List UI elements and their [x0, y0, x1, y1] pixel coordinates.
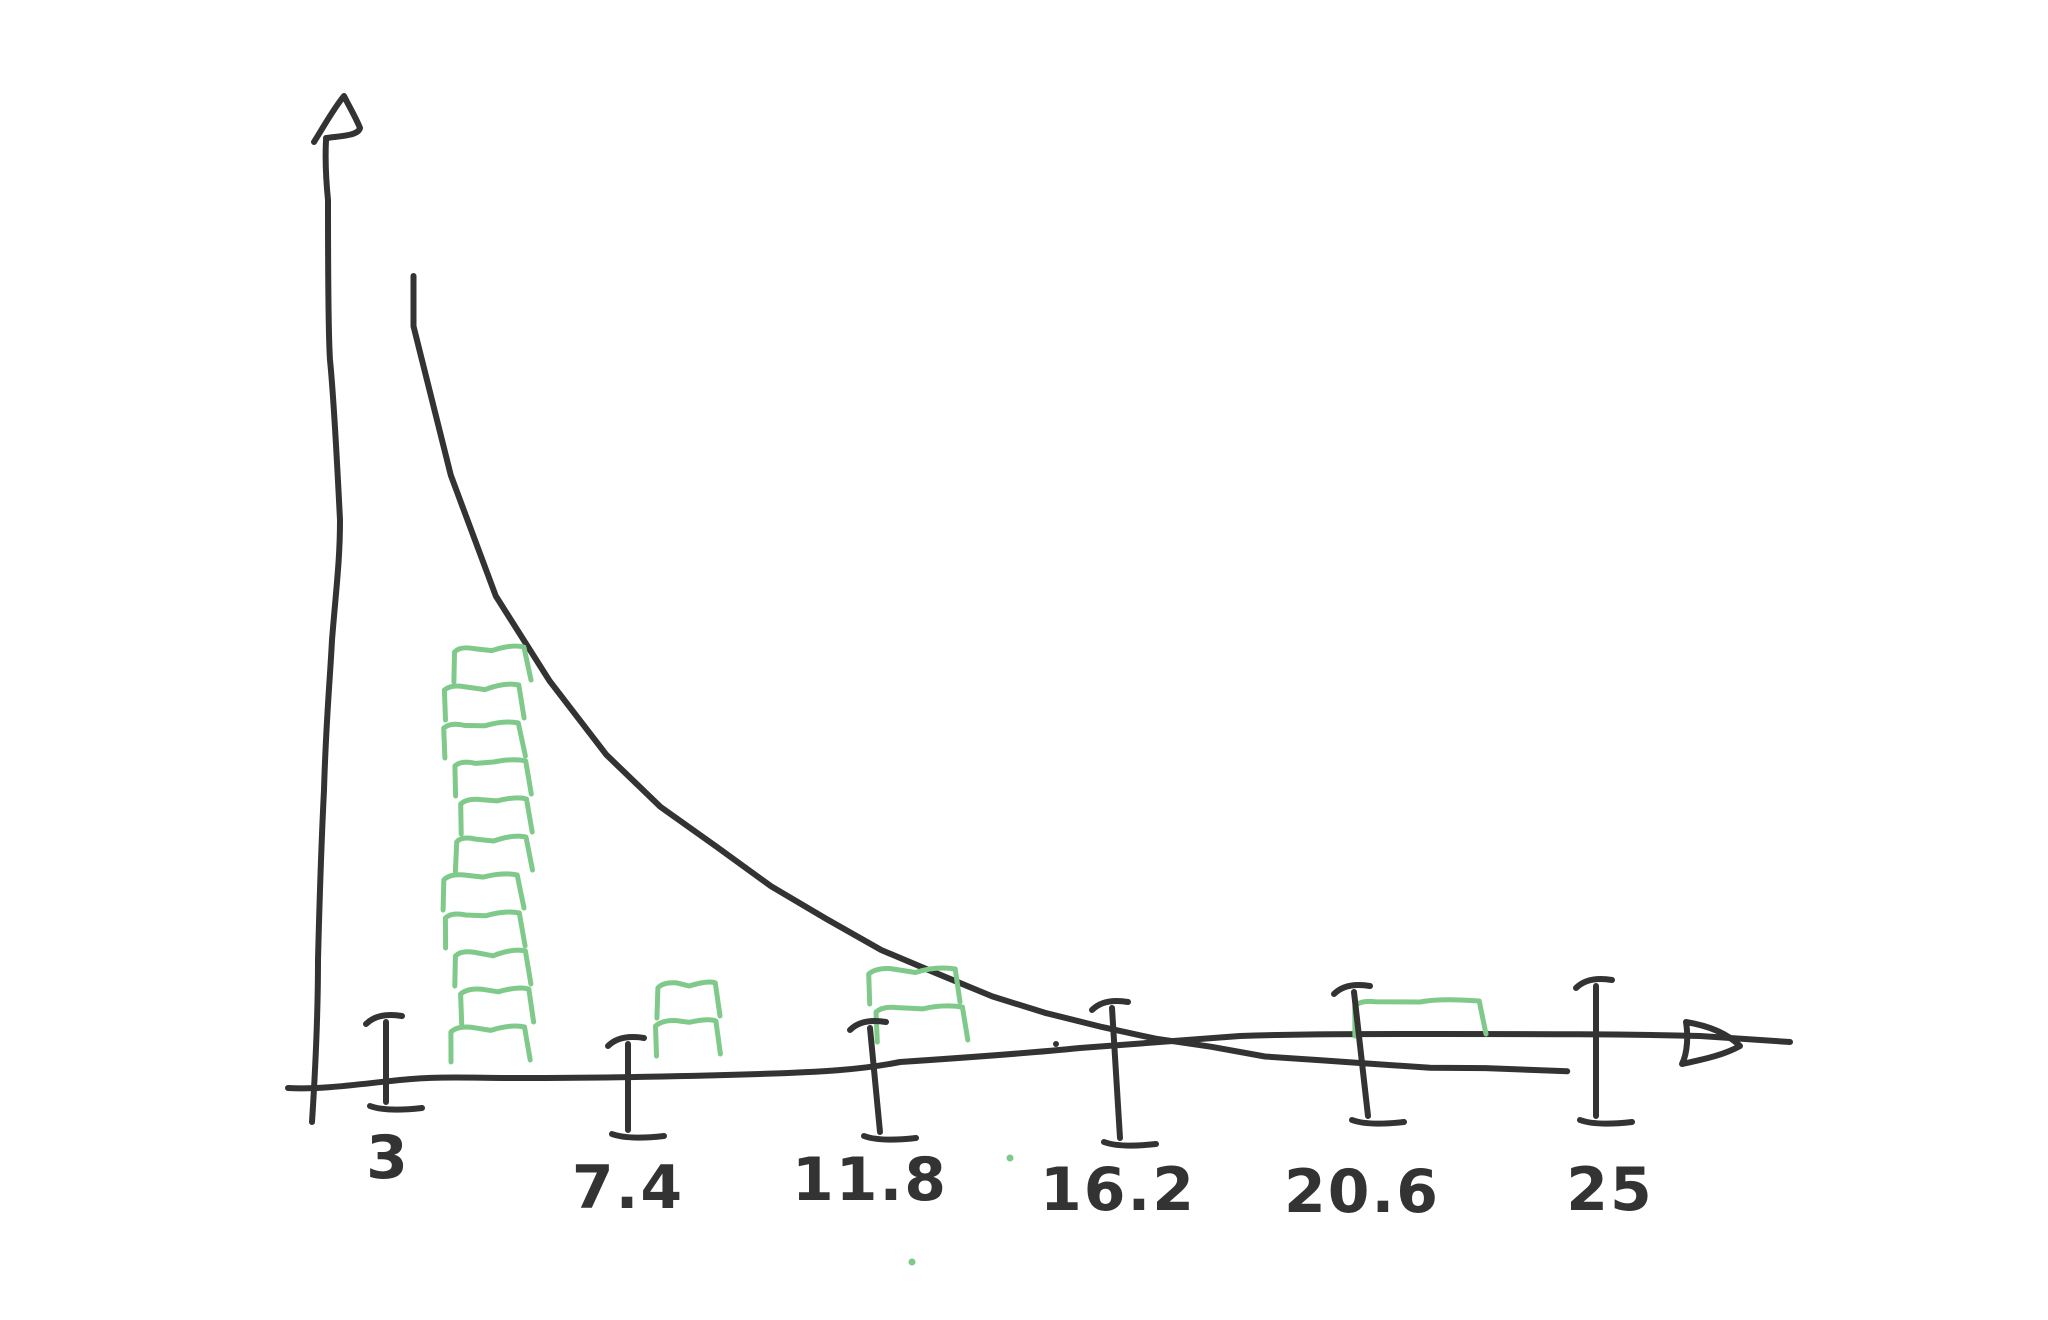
- stray-dots: [908, 1041, 1059, 1266]
- stray-dot: [1053, 1041, 1059, 1047]
- histogram-bars: [440, 643, 1489, 1065]
- tick-bracket: [847, 1018, 919, 1143]
- tick-brackets: [363, 976, 1635, 1149]
- bar-count-box: [458, 985, 537, 1027]
- bar-count-box: [448, 1023, 533, 1065]
- histogram-bar: [440, 643, 537, 1065]
- bar-count-box: [873, 1003, 971, 1045]
- histogram-bar: [1352, 997, 1489, 1039]
- x-axis-arrowhead: [1679, 1019, 1743, 1067]
- bar-count-box: [452, 947, 534, 989]
- bar-count-box: [452, 757, 534, 799]
- tick-labels: 3 7.4 11.8 16.2 20.6 25: [366, 1123, 1654, 1227]
- x-axis: [285, 1031, 1793, 1092]
- y-axis: [309, 137, 343, 1125]
- stray-dot: [1006, 1154, 1014, 1162]
- bar-count-box: [441, 719, 528, 761]
- histogram-bar: [653, 979, 723, 1059]
- x-tick-label: 16.2: [1040, 1155, 1196, 1225]
- tick-bracket: [1573, 976, 1635, 1127]
- x-tick-label: 20.6: [1284, 1157, 1440, 1227]
- bar-count-box: [452, 833, 535, 875]
- tick-bracket: [363, 1012, 425, 1113]
- tick-bracket: [605, 1034, 667, 1141]
- y-axis-arrowhead: [311, 93, 363, 145]
- x-tick-label: 7.4: [572, 1153, 684, 1223]
- bar-count-box: [440, 871, 527, 913]
- density-curve: [410, 273, 1571, 1075]
- bar-count-box: [442, 909, 528, 951]
- bar-count-box: [653, 1017, 723, 1059]
- bar-count-box: [866, 965, 963, 1007]
- bar-count-box: [441, 681, 527, 723]
- stray-dot: [908, 1258, 916, 1266]
- x-tick-label: 25: [1566, 1155, 1654, 1225]
- bar-count-box: [451, 643, 534, 685]
- bar-count-box: [654, 979, 723, 1021]
- histogram-bar: [866, 965, 971, 1045]
- bar-count-box: [1352, 997, 1489, 1039]
- density-curve-line: [410, 273, 1571, 1075]
- tick-bracket: [1331, 982, 1407, 1127]
- bar-count-box: [458, 795, 535, 837]
- tick-bracket: [1089, 998, 1159, 1149]
- axes: [285, 93, 1793, 1125]
- x-tick-label: 11.8: [792, 1145, 948, 1215]
- x-tick-label: 3: [366, 1123, 410, 1193]
